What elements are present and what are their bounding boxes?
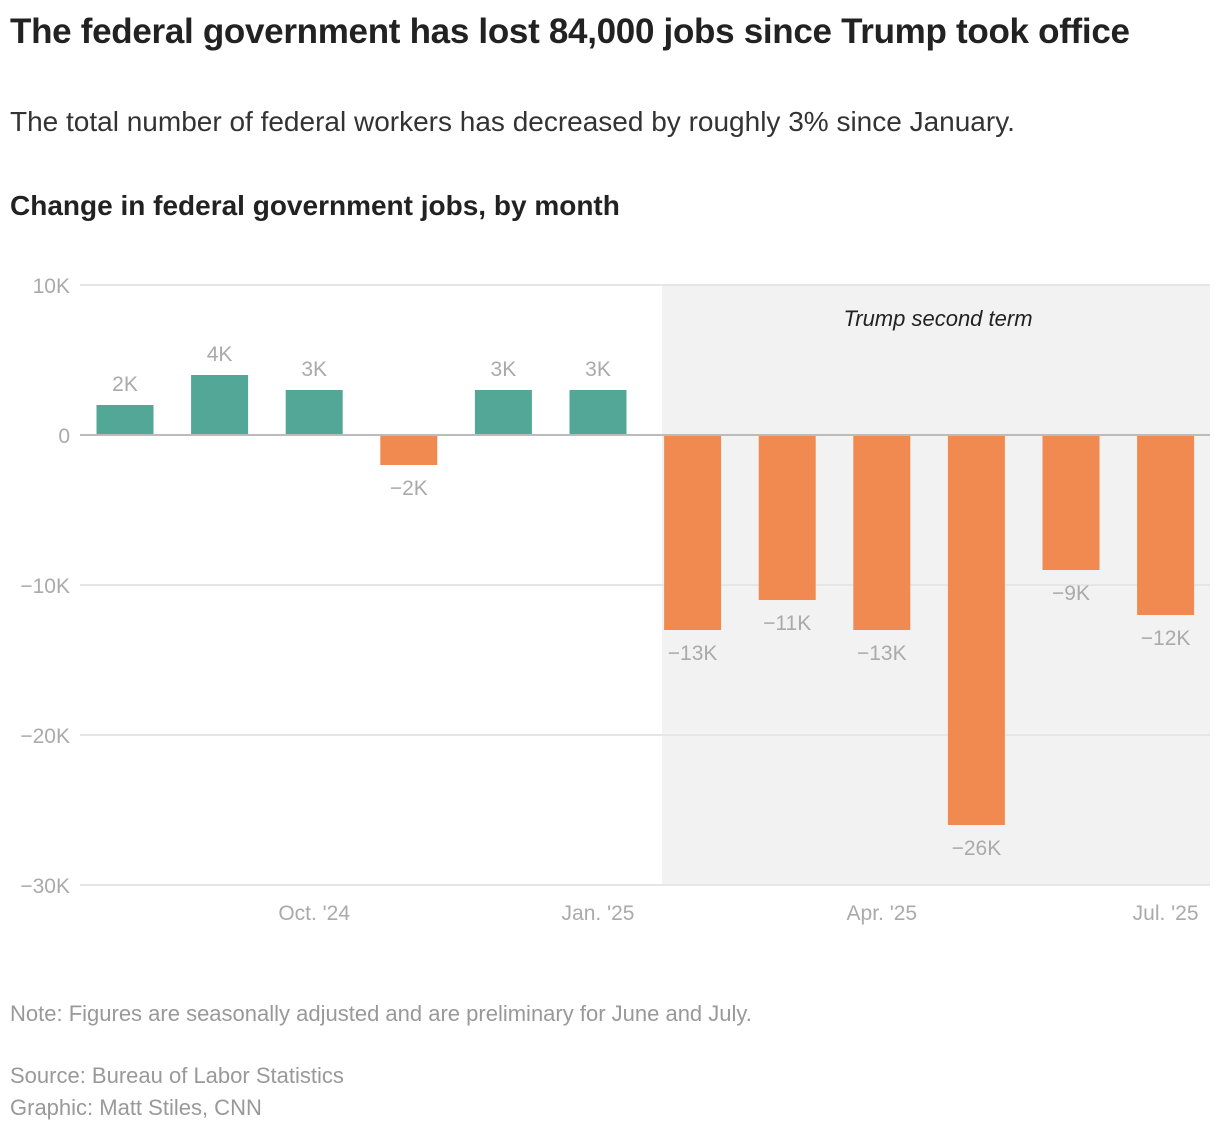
data-label: 3K xyxy=(301,358,327,381)
data-label: −2K xyxy=(390,477,428,500)
data-label: 2K xyxy=(112,373,138,396)
bar xyxy=(664,435,722,630)
bar xyxy=(853,435,911,630)
chart-title: Change in federal government jobs, by mo… xyxy=(10,190,620,221)
data-label: −9K xyxy=(1052,582,1090,605)
bar-chart: 10K 0 −10K −20K −30K Trump second term 2K 4K 3K −… xyxy=(20,275,1210,925)
y-tick-label: 0 xyxy=(58,425,70,448)
data-label: 4K xyxy=(207,343,233,366)
bar xyxy=(474,390,532,435)
bar xyxy=(947,435,1005,825)
y-tick-label: 10K xyxy=(33,275,70,298)
bar xyxy=(285,390,343,435)
x-tick-label: Oct. '24 xyxy=(278,902,350,925)
bar xyxy=(191,375,249,435)
x-tick-label: Apr. '25 xyxy=(847,902,918,925)
data-label: −13K xyxy=(668,642,718,665)
data-label: 3K xyxy=(491,358,517,381)
credit: Graphic: Matt Stiles, CNN xyxy=(10,1095,262,1120)
y-tick-label: −10K xyxy=(20,575,70,598)
bar xyxy=(758,435,816,600)
x-tick-label: Jul. '25 xyxy=(1133,902,1199,925)
headline: The federal government has lost 84,000 j… xyxy=(10,12,1130,51)
subtitle: The total number of federal workers has … xyxy=(10,106,1015,137)
bar xyxy=(569,390,627,435)
note: Note: Figures are seasonally adjusted an… xyxy=(10,1001,752,1026)
bar xyxy=(96,405,154,435)
y-tick-label: −30K xyxy=(20,875,70,898)
bar xyxy=(1137,435,1195,615)
data-label: −26K xyxy=(952,837,1002,860)
annotation-label: Trump second term xyxy=(843,306,1032,331)
data-label: 3K xyxy=(585,358,611,381)
bar xyxy=(380,435,438,465)
data-label: −11K xyxy=(763,612,811,635)
source: Source: Bureau of Labor Statistics xyxy=(10,1063,344,1088)
data-label: −12K xyxy=(1141,627,1191,650)
x-tick-label: Jan. '25 xyxy=(562,902,635,925)
y-tick-label: −20K xyxy=(20,725,70,748)
data-label: −13K xyxy=(857,642,907,665)
bar xyxy=(1042,435,1100,570)
